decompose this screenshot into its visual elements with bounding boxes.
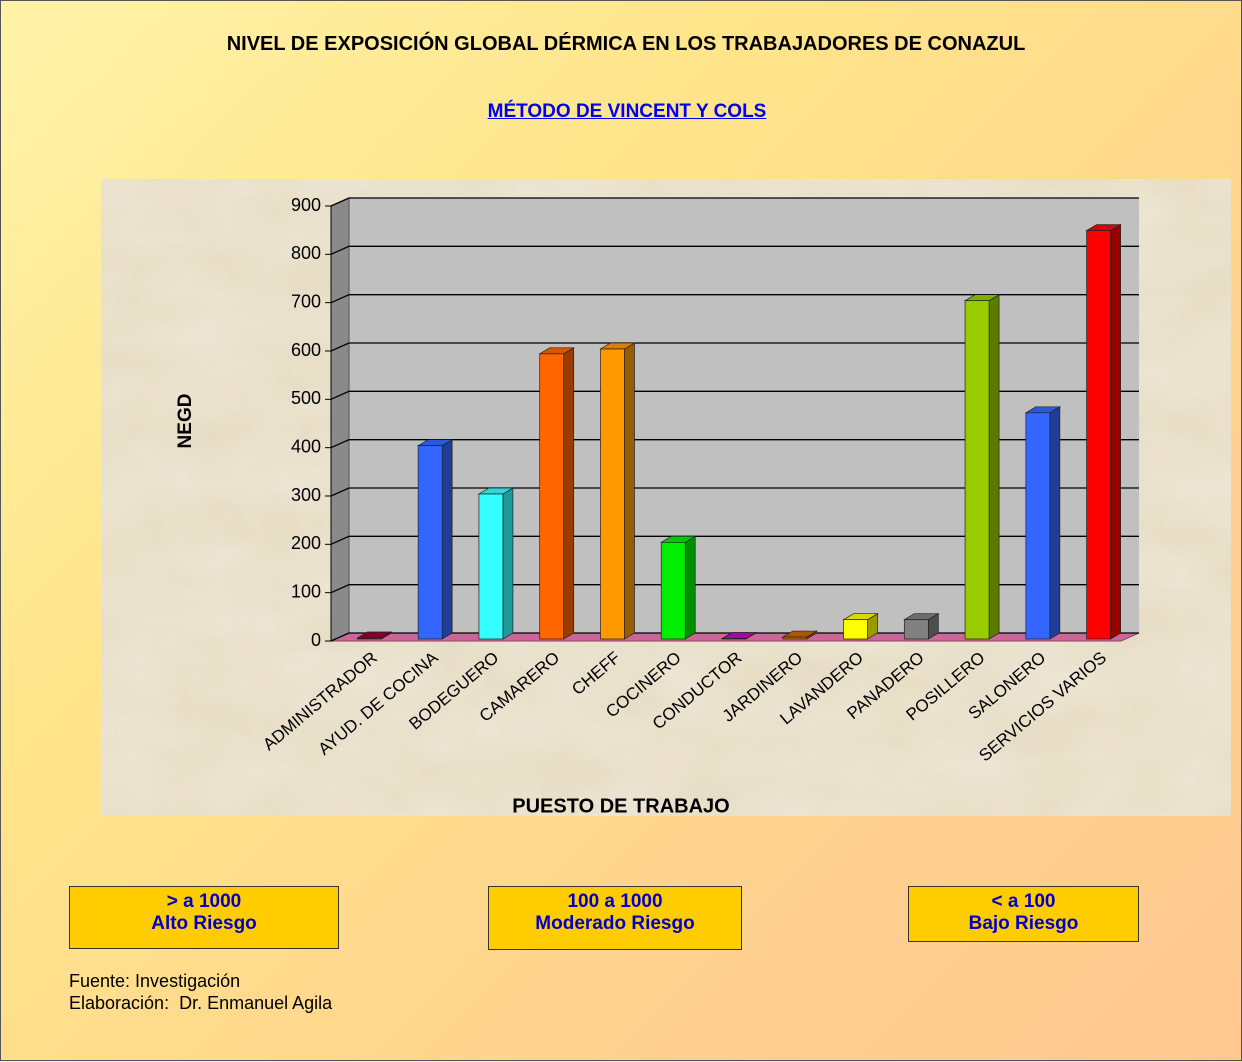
x-axis-title: PUESTO DE TRABAJO xyxy=(512,795,729,817)
bar xyxy=(600,349,624,639)
y-tick-label: 100 xyxy=(291,581,321,601)
back-wall xyxy=(349,198,1139,633)
y-tick-label: 0 xyxy=(311,630,321,650)
risk-range: < a 100 xyxy=(909,891,1138,913)
y-tick-label: 700 xyxy=(291,291,321,311)
bar xyxy=(1087,231,1111,639)
y-tick-label: 400 xyxy=(291,436,321,456)
y-tick-label: 800 xyxy=(291,243,321,263)
y-tick-label: 600 xyxy=(291,340,321,360)
bar xyxy=(965,301,989,639)
bar-side xyxy=(564,348,574,639)
credit: Elaboración: Dr. Enmanuel Agila xyxy=(69,993,332,1014)
risk-label: Alto Riesgo xyxy=(70,913,338,935)
bar-side xyxy=(503,488,513,639)
side-wall xyxy=(331,198,349,641)
bar xyxy=(540,354,564,639)
risk-label: Bajo Riesgo xyxy=(909,913,1138,935)
risk-range: > a 1000 xyxy=(70,891,338,913)
bar-side xyxy=(989,295,999,639)
risk-range: 100 a 1000 xyxy=(489,891,741,913)
bar-side xyxy=(442,440,452,639)
y-tick-label: 900 xyxy=(291,195,321,215)
y-axis-title: NEGD xyxy=(175,394,196,449)
bar xyxy=(783,637,807,639)
bar xyxy=(357,638,381,639)
bar-side xyxy=(624,343,634,639)
bar-side xyxy=(685,536,695,639)
bar xyxy=(479,494,503,639)
y-tick-label: 500 xyxy=(291,388,321,408)
risk-label: Moderado Riesgo xyxy=(489,913,741,935)
bar xyxy=(844,620,868,639)
bar xyxy=(418,446,442,639)
bar xyxy=(661,542,685,639)
bar-side xyxy=(1050,407,1060,639)
bar-side xyxy=(1111,225,1121,639)
bar xyxy=(904,620,928,639)
bar xyxy=(1026,413,1050,639)
y-tick-label: 300 xyxy=(291,485,321,505)
source: Fuente: Investigación xyxy=(69,971,240,992)
y-tick-label: 200 xyxy=(291,533,321,553)
